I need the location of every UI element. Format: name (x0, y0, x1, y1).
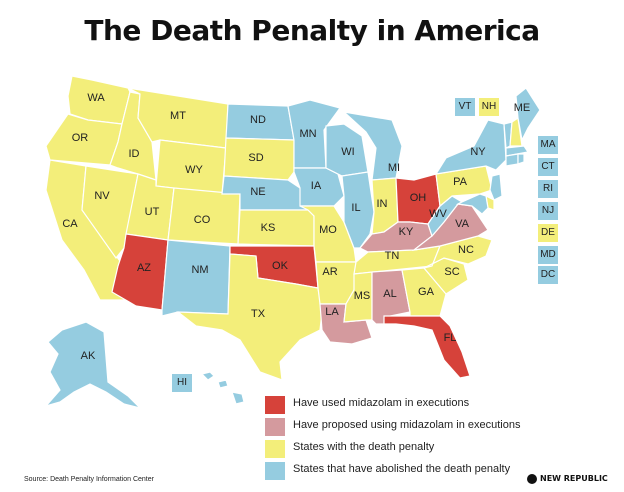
box-nj[interactable]: NJ (538, 202, 558, 220)
label-va: VA (455, 218, 470, 230)
state-md[interactable] (456, 193, 489, 215)
state-nv[interactable] (81, 165, 139, 259)
label-il: IL (351, 202, 360, 214)
legend-item-death-penalty: States with the death penalty (265, 440, 565, 458)
label-ms: MS (354, 290, 371, 302)
legend-label-death-penalty: States with the death penalty (293, 441, 435, 453)
box-nh[interactable]: NH (479, 98, 499, 116)
label-ca: CA (62, 218, 78, 230)
label-co: CO (194, 214, 211, 226)
legend-item-used: Have used midazolam in executions (265, 396, 565, 414)
state-me[interactable] (515, 87, 541, 142)
label-tn: TN (385, 250, 400, 262)
label-nm: NM (191, 264, 208, 276)
box-ma[interactable]: MA (538, 136, 558, 154)
label-ut: UT (145, 206, 160, 218)
box-ct[interactable]: CT (538, 158, 558, 176)
box-md[interactable]: MD (538, 246, 558, 264)
label-ks: KS (261, 222, 276, 234)
label-ne: NE (250, 186, 265, 198)
box-vt[interactable]: VT (455, 98, 475, 116)
label-me: ME (514, 102, 531, 114)
label-al: AL (383, 288, 396, 300)
state-mn[interactable] (287, 99, 341, 169)
label-wa: WA (87, 92, 105, 104)
legend-label-abolished: States that have abolished the death pen… (293, 463, 511, 475)
label-ak: AK (81, 350, 96, 362)
label-sd: SD (248, 152, 263, 164)
label-nd: ND (250, 114, 266, 126)
box-hi[interactable]: HI (172, 374, 192, 392)
label-ny: NY (470, 146, 486, 158)
box-de[interactable]: DE (538, 224, 558, 242)
legend-swatch-abolished (265, 462, 285, 480)
brand-logo-icon (527, 474, 537, 484)
label-mo: MO (319, 224, 337, 236)
state-tx[interactable] (176, 253, 323, 381)
legend-swatch-death-penalty (265, 440, 285, 458)
label-mt: MT (170, 110, 186, 122)
label-id: ID (129, 148, 140, 160)
map-title: The Death Penalty in America (84, 14, 540, 47)
label-ia: IA (311, 180, 322, 192)
box-dc[interactable]: DC (538, 266, 558, 284)
label-tx: TX (251, 308, 266, 320)
label-oh: OH (410, 192, 427, 204)
legend-swatch-proposed (265, 418, 285, 436)
brand-name: NEW REPUBLIC (540, 474, 608, 483)
state-fl[interactable] (383, 315, 471, 379)
legend-item-abolished: States that have abolished the death pen… (265, 462, 565, 480)
box-ri[interactable]: RI (538, 180, 558, 198)
label-nv: NV (94, 190, 110, 202)
state-nm[interactable] (161, 239, 231, 317)
label-wv: WV (429, 208, 447, 220)
state-sd[interactable] (223, 137, 295, 181)
label-wi: WI (341, 146, 354, 158)
label-nc: NC (458, 244, 474, 256)
legend-item-proposed: Have proposed using midazolam in executi… (265, 418, 565, 436)
state-ma[interactable] (505, 145, 530, 157)
label-in: IN (377, 198, 388, 210)
label-ok: OK (272, 260, 289, 272)
label-wy: WY (185, 164, 203, 176)
label-ky: KY (399, 226, 414, 238)
label-mn: MN (299, 128, 316, 140)
state-ct[interactable] (505, 153, 519, 167)
label-fl: FL (444, 332, 457, 344)
state-ak[interactable] (44, 321, 142, 410)
state-nj[interactable] (489, 173, 503, 201)
legend-label-used: Have used midazolam in executions (293, 397, 470, 409)
state-ri[interactable] (517, 153, 525, 165)
label-pa: PA (453, 176, 468, 188)
label-mi: MI (388, 162, 400, 174)
state-ks[interactable] (237, 209, 315, 247)
source-note: Source: Death Penalty Information Center (24, 476, 154, 483)
legend-swatch-used (265, 396, 285, 414)
label-sc: SC (444, 266, 459, 278)
label-la: LA (325, 306, 339, 318)
label-ga: GA (418, 286, 435, 298)
state-hi[interactable] (200, 371, 245, 405)
label-az: AZ (137, 262, 151, 274)
label-or: OR (72, 132, 89, 144)
legend-label-proposed: Have proposed using midazolam in executi… (293, 419, 521, 431)
label-ar: AR (322, 266, 337, 278)
